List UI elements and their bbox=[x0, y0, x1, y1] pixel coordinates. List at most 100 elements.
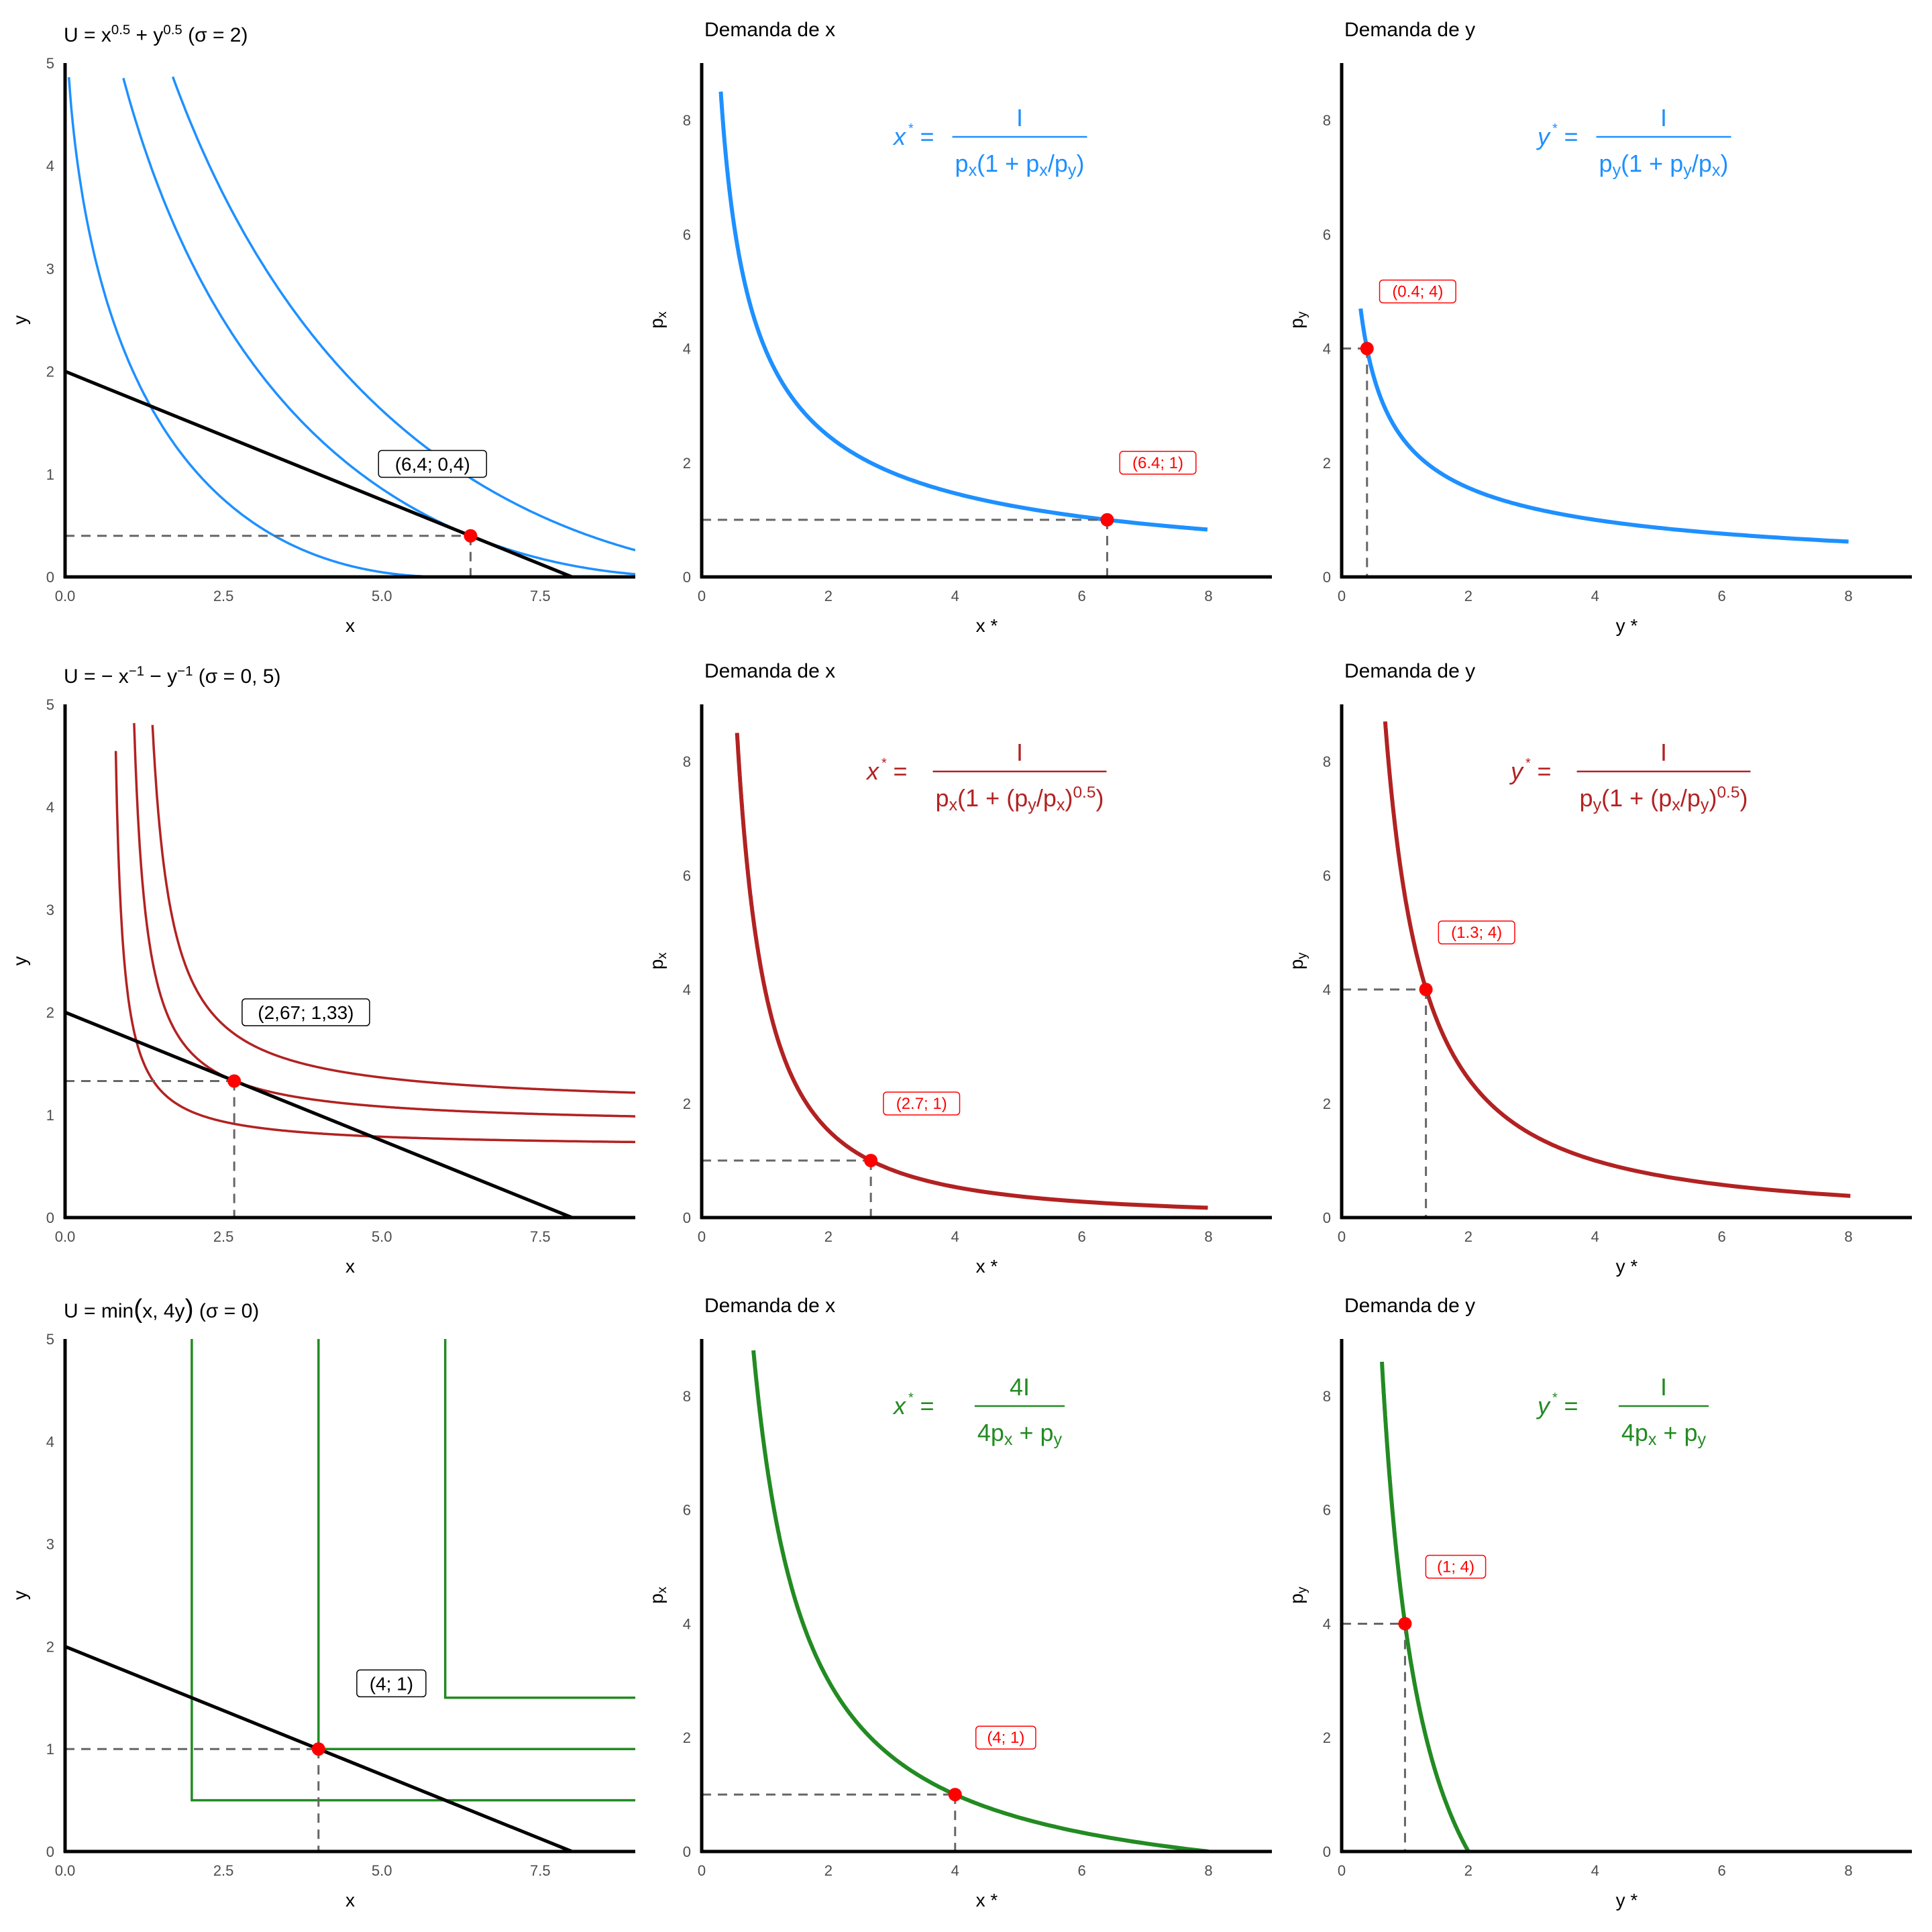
panel-title-part: (σ = 2) bbox=[182, 24, 248, 46]
formula-star: * bbox=[1552, 1391, 1558, 1405]
y-axis-title-part: x bbox=[655, 953, 669, 959]
panel-title: Demanda de x bbox=[704, 1295, 835, 1317]
x-tick-label: 0 bbox=[698, 588, 706, 604]
formula-denominator-part: 0.5 bbox=[1717, 784, 1739, 802]
budget-line bbox=[65, 370, 573, 577]
formula-denominator-part: x bbox=[1057, 796, 1065, 814]
panel-title-part: 0.5 bbox=[163, 23, 182, 38]
formula-lhs: y bbox=[1509, 757, 1524, 785]
x-tick-label: 4 bbox=[1591, 1228, 1599, 1245]
y-tick-label: 8 bbox=[1323, 753, 1331, 770]
plot-area bbox=[735, 733, 1208, 1210]
x-tick-label: 0 bbox=[1338, 588, 1346, 604]
formula-denominator: py(1 + py/px) bbox=[1599, 150, 1729, 180]
x-tick-label: 2 bbox=[824, 1862, 833, 1879]
formula-denominator-part: ) bbox=[1720, 150, 1728, 177]
equilibrium-point bbox=[1419, 983, 1433, 996]
formula-denominator: px(1 + (py/px)0.5) bbox=[936, 784, 1104, 814]
panel-title: Demanda de y bbox=[1344, 660, 1475, 682]
point-label: (6.4; 1) bbox=[1132, 454, 1183, 472]
y-tick-label: 5 bbox=[46, 1331, 54, 1348]
formula-numerator: I bbox=[1016, 739, 1023, 766]
y-tick-label: 5 bbox=[46, 696, 54, 713]
y-tick-label: 2 bbox=[683, 455, 691, 472]
formula-denominator-part: /p bbox=[1680, 784, 1701, 812]
y-axis-title: y bbox=[9, 1591, 30, 1600]
panel-title-part: U = x bbox=[64, 24, 111, 46]
demand-curve bbox=[1358, 308, 1849, 544]
x-tick-label: 4 bbox=[951, 588, 959, 604]
point-label-box bbox=[975, 1725, 1036, 1750]
formula-denominator-part: x bbox=[1004, 1430, 1013, 1449]
x-tick-label: 2 bbox=[1464, 1228, 1472, 1245]
indifference-curve bbox=[171, 76, 635, 551]
panel-title-part: 0.5 bbox=[111, 23, 130, 38]
formula-denominator-part: /p bbox=[1692, 150, 1712, 177]
formula-denominator-part: x bbox=[969, 161, 977, 180]
formula-denominator-part: (1 + p bbox=[977, 150, 1039, 177]
indifference-curve bbox=[151, 724, 635, 1094]
panel-title-part: x, 4y bbox=[142, 1300, 184, 1322]
x-tick-label: 2 bbox=[824, 588, 833, 604]
x-tick-label: 6 bbox=[1078, 1228, 1086, 1245]
panel-title: Demanda de y bbox=[1344, 1295, 1475, 1317]
y-axis-title: y bbox=[9, 957, 30, 966]
y-axis-title-part: p bbox=[1286, 959, 1307, 970]
y-tick-label: 4 bbox=[1323, 981, 1331, 998]
formula-lhs: y bbox=[1536, 123, 1551, 150]
formula-denominator-part: ) bbox=[1739, 784, 1748, 812]
y-tick-label: 8 bbox=[683, 112, 691, 129]
panel-title: Demanda de x bbox=[704, 19, 835, 41]
formula-denominator-part: y bbox=[1593, 796, 1602, 814]
x-tick-label: 8 bbox=[1204, 588, 1212, 604]
formula-denominator-part: ) bbox=[1095, 784, 1104, 812]
point-label-box bbox=[1438, 920, 1515, 945]
point-label: (1.3; 4) bbox=[1451, 924, 1502, 942]
point-label: (4; 1) bbox=[987, 1729, 1024, 1747]
x-tick-label: 7.5 bbox=[530, 1862, 551, 1879]
panel-title-part: −1 bbox=[129, 664, 144, 679]
plot-area bbox=[1383, 721, 1851, 1198]
y-axis-title-part: y bbox=[1295, 311, 1309, 318]
y-tick-label: 3 bbox=[46, 1536, 54, 1553]
y-tick-label: 6 bbox=[683, 867, 691, 884]
formula-denominator: py(1 + (px/py)0.5) bbox=[1580, 784, 1748, 814]
plot-area bbox=[65, 1339, 635, 1851]
formula-lhs: x bbox=[892, 123, 907, 150]
panel-pref-leontief: U = min(x, 4y) (σ = 0) 0.0 2.5 5.0 7.5 0 1 2 3 4 5… bbox=[9, 1295, 635, 1911]
formula-equals: = bbox=[1564, 123, 1578, 150]
point-label: (2.7; 1) bbox=[896, 1095, 947, 1113]
y-axis-title-part: p bbox=[1286, 318, 1307, 329]
budget-line bbox=[65, 1010, 573, 1218]
point-label-box bbox=[1425, 1554, 1487, 1579]
y-tick-label: 0 bbox=[46, 569, 54, 586]
x-tick-label: 0.0 bbox=[55, 588, 76, 604]
x-tick-label: 6 bbox=[1718, 588, 1726, 604]
formula-denominator-part: x bbox=[1648, 1430, 1657, 1449]
x-tick-label: 2 bbox=[1464, 588, 1472, 604]
x-tick-label: 0.0 bbox=[55, 1228, 76, 1245]
y-tick-label: 4 bbox=[1323, 341, 1331, 358]
x-tick-label: 5.0 bbox=[372, 1228, 392, 1245]
y-tick-label: 5 bbox=[46, 55, 54, 72]
y-tick-label: 4 bbox=[46, 799, 54, 816]
y-tick-label: 4 bbox=[683, 1615, 691, 1632]
formula-denominator-part: p bbox=[955, 150, 969, 177]
x-tick-label: 8 bbox=[1204, 1228, 1212, 1245]
formula-denominator-part: p bbox=[1580, 784, 1593, 812]
panel-title-part: ( bbox=[133, 1295, 142, 1324]
point-label-box bbox=[1119, 451, 1197, 475]
formula-denominator-part: + p bbox=[1656, 1419, 1697, 1446]
formula-lhs: x bbox=[865, 757, 880, 785]
y-tick-label: 4 bbox=[46, 158, 54, 174]
y-axis-title-part: x bbox=[655, 1587, 669, 1593]
demand-curve bbox=[751, 1350, 1209, 1851]
formula-numerator: I bbox=[1016, 104, 1023, 131]
plot-area bbox=[1380, 1361, 1470, 1851]
y-tick-label: 0 bbox=[683, 1210, 691, 1226]
formula-denominator-part: y bbox=[1028, 796, 1036, 814]
